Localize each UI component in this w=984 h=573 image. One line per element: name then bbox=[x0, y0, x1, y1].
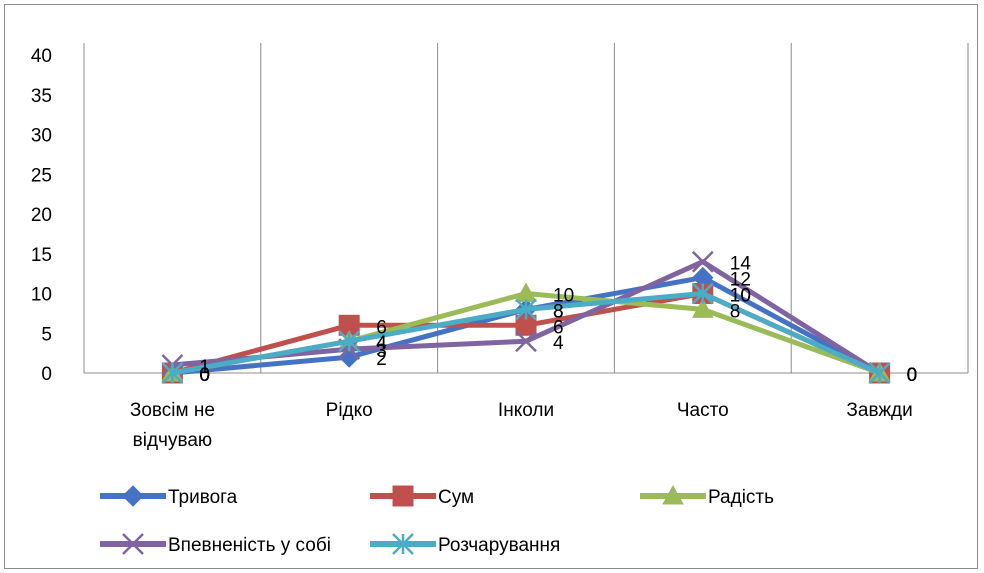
data-label: 0 bbox=[907, 365, 918, 386]
x-category-label: Завжди bbox=[846, 400, 912, 421]
x-marker-stroke bbox=[515, 330, 537, 353]
data-label: 0 bbox=[907, 365, 918, 386]
legend-label: Тривога bbox=[168, 487, 238, 508]
data-label: 0 bbox=[199, 365, 210, 386]
star-marker bbox=[338, 330, 361, 353]
data-label: 1 bbox=[199, 357, 210, 378]
triangle-marker bbox=[691, 298, 714, 318]
x-category-label: Зовсім не bbox=[130, 400, 215, 421]
data-label: 0 bbox=[199, 365, 210, 386]
diamond-marker bbox=[122, 485, 144, 507]
data-label: 8 bbox=[553, 301, 564, 322]
y-tick-label: 35 bbox=[31, 86, 52, 107]
x-category-label: відчуваю bbox=[133, 430, 213, 451]
legend-label: Розчарування bbox=[438, 535, 560, 556]
legend-item: Тривога bbox=[100, 485, 238, 508]
chart-frame bbox=[4, 4, 978, 569]
data-label: 8 bbox=[553, 301, 564, 322]
data-label: 4 bbox=[376, 333, 387, 354]
y-tick-label: 25 bbox=[31, 165, 52, 186]
legend-item: Розчарування bbox=[370, 533, 560, 556]
data-label: 14 bbox=[730, 254, 752, 275]
data-label: 8 bbox=[730, 301, 741, 322]
triangle-marker bbox=[662, 484, 684, 505]
x-category-label: Рідко bbox=[326, 400, 373, 421]
square-marker bbox=[392, 485, 414, 507]
x-marker-stroke bbox=[691, 250, 714, 273]
legend-item: Сум bbox=[370, 485, 474, 508]
data-label: 4 bbox=[376, 333, 387, 354]
series-lines bbox=[161, 250, 891, 384]
data-label: 10 bbox=[730, 286, 751, 307]
star-marker bbox=[691, 282, 714, 305]
data-label: 0 bbox=[199, 365, 210, 386]
y-tick-label: 5 bbox=[41, 324, 52, 345]
star-marker bbox=[161, 362, 184, 384]
data-label: 12 bbox=[730, 270, 751, 291]
data-label: 10 bbox=[730, 286, 751, 307]
legend-label: Радість bbox=[708, 487, 774, 508]
legend-label: Сум bbox=[438, 487, 474, 508]
data-label: 6 bbox=[553, 317, 564, 338]
data-label: 10 bbox=[553, 286, 574, 307]
star-marker bbox=[392, 533, 414, 555]
x-category-label: Інколи bbox=[498, 400, 554, 421]
y-tick-label: 40 bbox=[31, 46, 52, 67]
data-label: 0 bbox=[907, 365, 918, 386]
x-marker bbox=[691, 250, 714, 273]
data-label: 6 bbox=[376, 317, 387, 338]
y-tick-label: 30 bbox=[31, 126, 52, 147]
data-label: 2 bbox=[376, 349, 387, 370]
y-tick-label: 15 bbox=[31, 245, 52, 266]
data-label: 0 bbox=[907, 365, 918, 386]
x-category-label: Часто bbox=[677, 400, 729, 421]
star-marker bbox=[868, 362, 891, 384]
y-tick-label: 0 bbox=[41, 364, 52, 385]
data-label: 3 bbox=[376, 341, 387, 362]
y-tick-label: 20 bbox=[31, 205, 52, 226]
x-marker-stroke bbox=[122, 533, 144, 555]
y-tick-label: 10 bbox=[31, 285, 52, 306]
legend-item: Радість bbox=[640, 484, 774, 508]
x-marker bbox=[122, 533, 144, 555]
gridlines bbox=[83, 43, 969, 373]
legend: Тривога Сум Радість Впевненість у собі Розча… bbox=[100, 484, 774, 556]
data-label: 0 bbox=[907, 365, 918, 386]
star-marker bbox=[515, 298, 537, 321]
data-label: 0 bbox=[199, 365, 210, 386]
x-marker bbox=[515, 330, 537, 353]
legend-label: Впевненість у собі bbox=[168, 535, 331, 556]
data-label: 4 bbox=[553, 333, 564, 354]
legend-item: Впевненість у собі bbox=[100, 533, 331, 556]
